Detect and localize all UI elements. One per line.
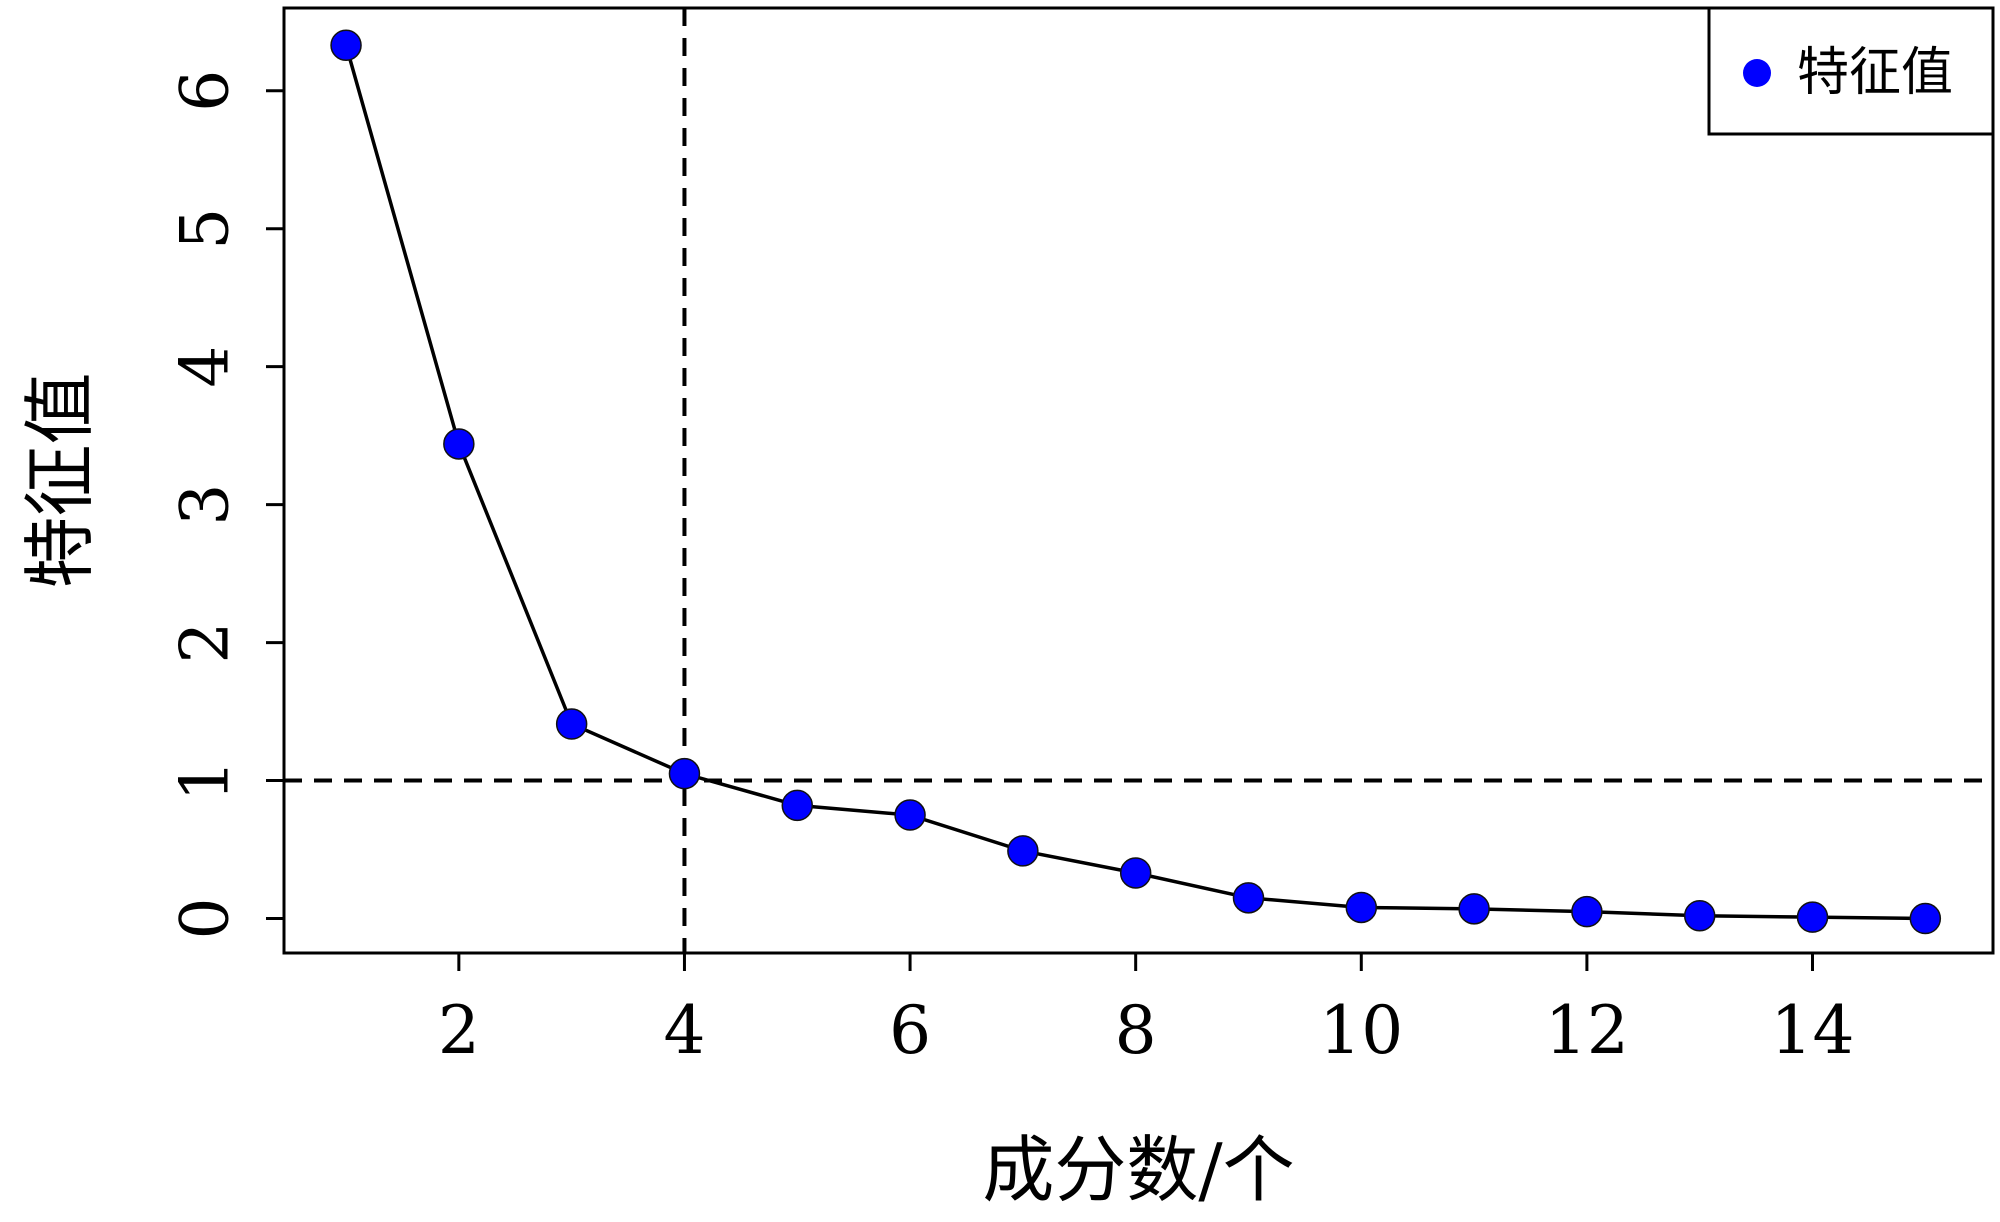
y-axis-label: 特征值: [18, 372, 102, 588]
x-axis-label: 成分数/个: [982, 1128, 1294, 1212]
data-point: [1571, 895, 1603, 928]
series-line: [344, 44, 1926, 921]
data-point: [1345, 891, 1378, 924]
y-tick-label: 6: [167, 70, 244, 112]
data-point: [1119, 857, 1152, 889]
y-tick-label: 1: [167, 760, 244, 802]
data-point: [330, 29, 362, 61]
x-tick-label: 2: [438, 992, 480, 1069]
data-point: [1232, 882, 1265, 914]
y-tick-label: 0: [167, 898, 244, 940]
y-tick-label: 5: [167, 208, 244, 250]
series-points: [330, 29, 1942, 935]
y-tick-label: 2: [167, 622, 244, 664]
y-tick-label: 4: [167, 346, 244, 388]
x-tick-label: 10: [1319, 992, 1403, 1069]
y-axis: 0 1 2 3 4 5 6: [167, 70, 284, 940]
series-line-eigenvalue: [344, 44, 1926, 921]
y-tick-label: 3: [167, 484, 244, 526]
reference-lines: [284, 8, 1993, 953]
data-point: [1007, 835, 1039, 867]
data-point: [1909, 902, 1942, 935]
x-tick-label: 14: [1771, 992, 1855, 1069]
x-tick-label: 12: [1545, 992, 1629, 1069]
data-point: [1796, 901, 1829, 933]
x-tick-label: 6: [889, 992, 931, 1069]
data-point: [894, 799, 926, 831]
data-point: [1683, 900, 1716, 932]
legend-label: 特征值: [1797, 43, 1953, 103]
data-point: [1458, 893, 1490, 925]
plot-frame: [282, 6, 1995, 955]
legend-marker-icon: [1743, 59, 1771, 87]
data-point: [781, 789, 814, 822]
x-tick-label: 4: [663, 992, 705, 1069]
x-axis: 2 4 6 8 10 12 14: [438, 953, 1855, 1069]
data-point: [443, 428, 475, 460]
data-point: [555, 708, 588, 740]
x-tick-label: 8: [1115, 992, 1157, 1069]
legend: 特征值: [1707, 6, 1995, 136]
data-point: [668, 757, 701, 790]
